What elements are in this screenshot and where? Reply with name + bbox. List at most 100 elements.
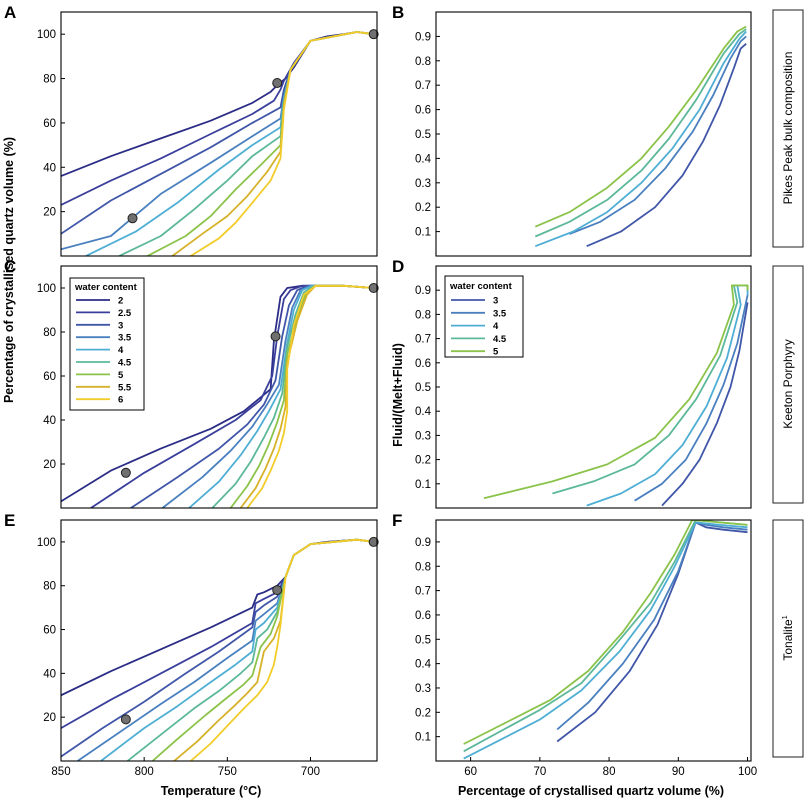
series-line-e-wc-5 xyxy=(151,538,374,761)
y-tick-label: 0.4 xyxy=(415,153,432,165)
panel-c: 20 40 60 80 100 C xyxy=(4,257,379,509)
y-tick-label: 20 xyxy=(43,207,56,219)
series-line-f-wc-3 xyxy=(556,521,748,743)
series-line-e-wc-2-5 xyxy=(61,538,374,729)
y-tick-label: 0.8 xyxy=(415,561,431,573)
y-tick-label: 20 xyxy=(43,459,56,471)
row-label-box-3 xyxy=(772,519,804,758)
left-y-axis-title: Percentage of crystallised quartz volume… xyxy=(2,137,16,403)
right-y-axis-title: Fluid/(Melt+Fluid) xyxy=(391,343,405,447)
y-tick-label: 40 xyxy=(43,415,56,427)
y-tick-label: 40 xyxy=(43,162,56,174)
series-line-f-wc-4-5 xyxy=(463,520,748,753)
row-label-keeton-porphyry: Keeton Porphyry xyxy=(781,339,795,428)
y-tick-label: 0.3 xyxy=(415,178,431,190)
series-line-e-wc-3 xyxy=(61,538,374,758)
panel-d: 0.1 0.2 0.3 0.4 0.5 0.6 0.7 0.8 0.9 D xyxy=(392,257,752,509)
y-tick-label: 0.6 xyxy=(415,105,431,117)
series-line-a-wc-4 xyxy=(85,31,374,256)
y-tick-label: 0.8 xyxy=(415,309,431,321)
marker-point-c-2 xyxy=(120,467,131,478)
y-tick-label: 80 xyxy=(43,74,56,86)
legend-label-wc-6: 6 xyxy=(118,395,123,406)
x-tick-label: 850 xyxy=(51,766,70,778)
y-tick-label: 0.4 xyxy=(415,659,432,671)
legend-left: water content 22.53 3.54 4.555.5 6 xyxy=(69,277,145,411)
series-line-a-wc-3 xyxy=(61,31,374,235)
x-tick-label: 90 xyxy=(672,766,685,778)
legend-right: water content 33.5 4 4.5 5 xyxy=(444,275,524,358)
y-tick-label: 0.2 xyxy=(415,202,431,214)
svg-text:Tonalite1: Tonalite1 xyxy=(781,615,795,660)
panel-a: 20 40 60 80 100 A xyxy=(4,3,379,257)
panel-a-frame xyxy=(60,11,378,257)
y-tick-label: 0.7 xyxy=(415,586,431,598)
legend-label-wc-4-5: 4.5 xyxy=(118,358,132,369)
series-line-c-wc-3 xyxy=(130,284,374,508)
legend-label-wc-2: 2 xyxy=(118,296,123,307)
y-tick-label: 0.8 xyxy=(415,56,431,68)
y-tick-label: 0.1 xyxy=(415,479,431,491)
panel-e-series xyxy=(61,538,374,761)
row-label-box-2 xyxy=(772,265,804,504)
y-tick-label: 0.5 xyxy=(415,634,431,646)
y-tick-label: 0.3 xyxy=(415,683,431,695)
panel-e: 20 40 60 80 100 850 800 750 700 E xyxy=(4,511,379,778)
series-line-f-wc-3-5 xyxy=(556,521,748,731)
series-line-a-wc-4-5 xyxy=(118,31,374,256)
y-tick-label: 0.1 xyxy=(415,227,431,239)
y-tick-label: 20 xyxy=(43,712,56,724)
y-tick-label: 0.9 xyxy=(415,537,431,549)
legend-label-wc-3: 3 xyxy=(493,296,498,307)
panel-f: 0.1 0.2 0.3 0.4 0.5 0.6 0.7 0.8 0.9 60 70 80 90 100 F xyxy=(392,511,757,778)
series-line-b-wc-5 xyxy=(534,25,747,228)
y-tick-label: 0.7 xyxy=(415,80,431,92)
marker-point-a-1 xyxy=(368,29,379,40)
series-line-e-wc-4-5 xyxy=(126,538,374,761)
legend-label-wc-4: 4 xyxy=(493,321,499,332)
y-tick-label: 80 xyxy=(43,327,56,339)
x-tick-label: 700 xyxy=(301,766,320,778)
x-tick-label: 60 xyxy=(464,766,477,778)
panel-f-frame xyxy=(435,519,752,762)
marker-point-c-0 xyxy=(270,331,281,342)
y-tick-label: 0.3 xyxy=(415,430,431,442)
x-tick-label: 800 xyxy=(135,766,154,778)
y-tick-label: 0.6 xyxy=(415,610,431,622)
marker-point-a-2 xyxy=(127,213,138,224)
series-line-d-wc-4 xyxy=(586,284,749,507)
series-line-b-wc-4 xyxy=(534,30,747,248)
panels: 20 40 60 80 100 A 0.1 0.2 0.3 0.4 0.5 0.6 0.7 0.8 0.9 B… xyxy=(4,3,757,778)
row-label-box-1 xyxy=(772,9,804,248)
legend-label-wc-4-5: 4.5 xyxy=(493,334,507,345)
y-tick-label: 100 xyxy=(37,29,56,41)
series-line-d-wc-3-5 xyxy=(634,294,749,502)
y-tick-label: 60 xyxy=(43,118,56,130)
series-line-a-wc-6 xyxy=(190,31,374,256)
panel-letter-c: C xyxy=(4,257,16,276)
series-line-e-wc-2 xyxy=(61,538,374,697)
panel-letter-b: B xyxy=(392,3,404,22)
series-line-a-wc-5 xyxy=(147,31,374,256)
series-line-b-wc-3 xyxy=(586,43,747,248)
series-line-e-wc-6 xyxy=(190,538,374,761)
y-tick-label: 0.5 xyxy=(415,129,431,141)
y-tick-label: 100 xyxy=(37,537,56,549)
legend-label-wc-4: 4 xyxy=(118,345,124,356)
panel-e-frame xyxy=(60,519,378,762)
legend-right-box xyxy=(444,275,524,358)
y-tick-label: 0.2 xyxy=(415,707,431,719)
series-line-f-wc-4 xyxy=(463,521,748,760)
legend-label-wc-3-5: 3.5 xyxy=(493,308,507,319)
panel-letter-d: D xyxy=(392,257,404,276)
row-label-tonalite-superscript: 1 xyxy=(782,615,789,619)
row-label-pikes-peak: Pikes Peak bulk composition xyxy=(781,52,795,205)
y-tick-label: 0.5 xyxy=(415,382,431,394)
series-line-c-wc-5 xyxy=(229,284,374,508)
legend-label-wc-5: 5 xyxy=(118,370,124,381)
panel-b-series xyxy=(534,25,747,248)
marker-point-e-0 xyxy=(272,585,283,596)
x-tick-label: 750 xyxy=(218,766,237,778)
y-tick-label: 0.9 xyxy=(415,31,431,43)
